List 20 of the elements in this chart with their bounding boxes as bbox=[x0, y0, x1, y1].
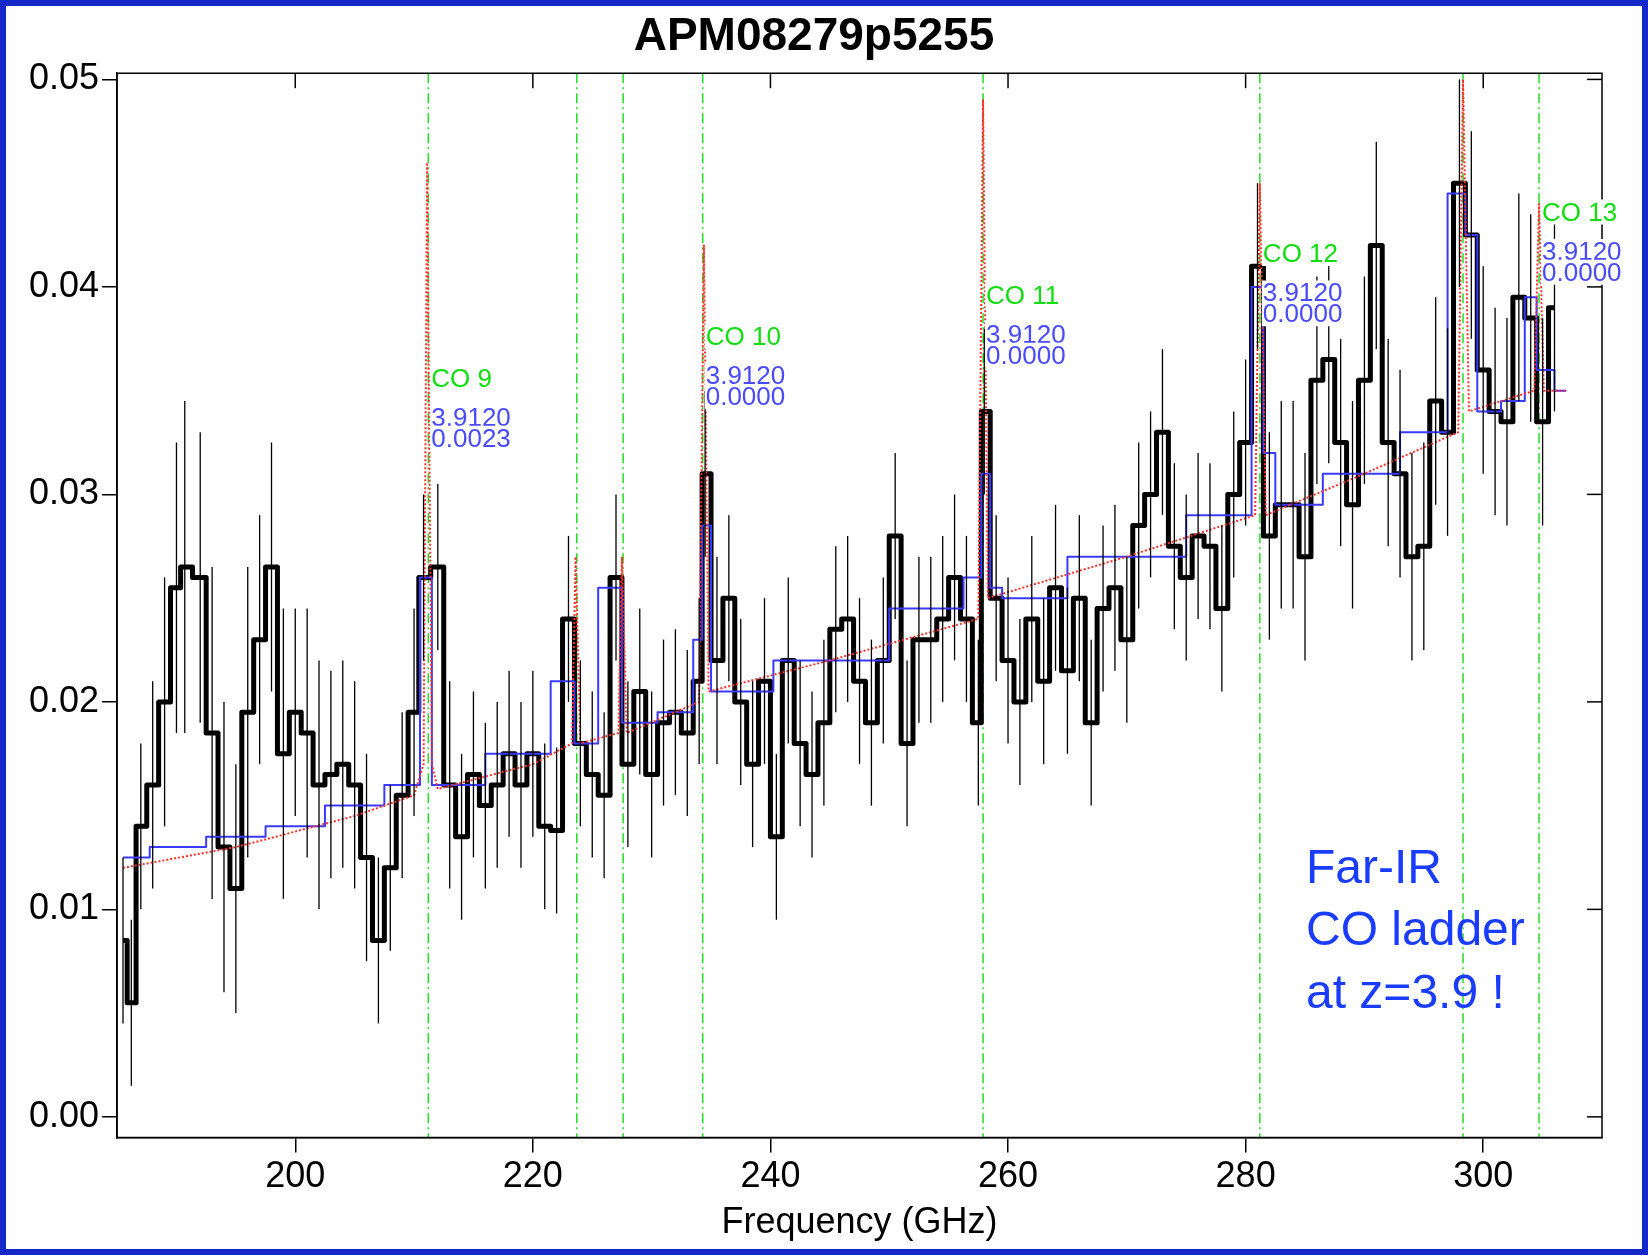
x-axis-title: Frequency (GHz) bbox=[721, 1200, 998, 1242]
annotation: CO 9 bbox=[431, 362, 492, 393]
y-tick-label: 0.01 bbox=[28, 886, 100, 928]
x-tick-label: 280 bbox=[1215, 1154, 1276, 1196]
x-tick-label: 220 bbox=[502, 1154, 563, 1196]
x-tick-label: 300 bbox=[1453, 1154, 1514, 1196]
y-tick-label: 0.05 bbox=[28, 56, 100, 98]
y-tick-label: 0.03 bbox=[28, 471, 100, 513]
y-tick-label: 0.04 bbox=[28, 263, 100, 305]
annotation: CO 12 bbox=[1262, 238, 1339, 269]
x-tick-label: 260 bbox=[977, 1154, 1039, 1196]
x-tick-label: 240 bbox=[740, 1154, 801, 1196]
chart-title: APM08279p5255 bbox=[633, 8, 995, 61]
annotation: CO 11 bbox=[986, 279, 1060, 310]
x-tick-label: 200 bbox=[265, 1154, 326, 1196]
annotation: CO 10 bbox=[705, 321, 781, 352]
y-tick-label: 0.02 bbox=[28, 678, 100, 720]
y-tick-label: 0.00 bbox=[28, 1093, 100, 1135]
annotation: CO 13 bbox=[1542, 196, 1618, 227]
annotation: Far-IR CO ladder at z=3.9 ! bbox=[1306, 839, 1525, 1020]
